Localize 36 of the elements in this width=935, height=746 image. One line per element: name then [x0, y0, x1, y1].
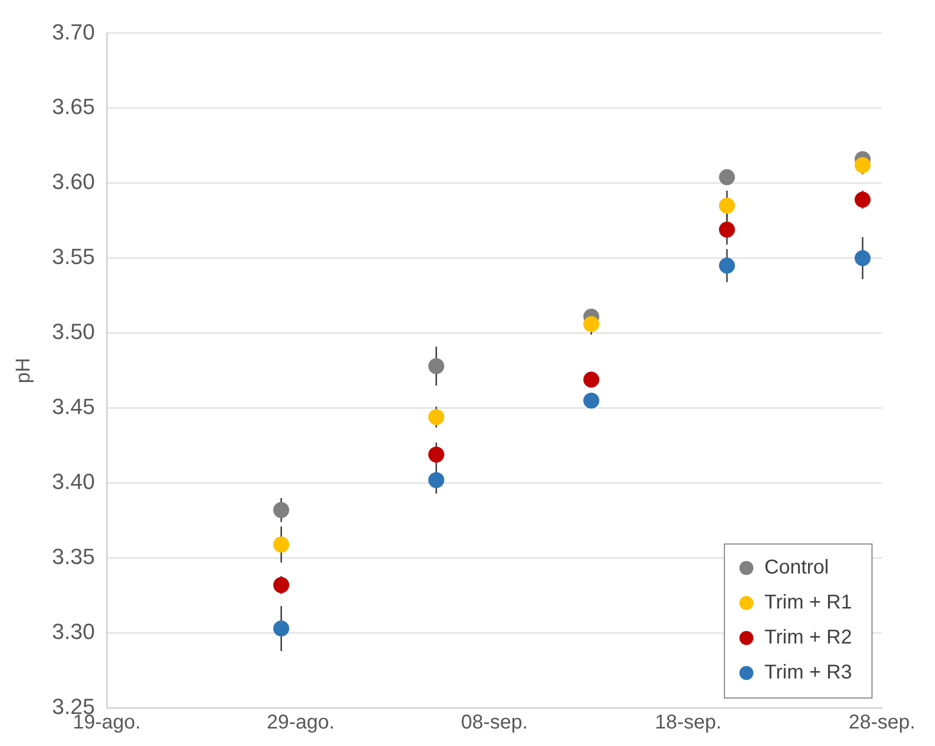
y-tick-label: 3.35	[52, 544, 95, 570]
y-tick-label: 3.45	[52, 394, 95, 420]
point	[428, 409, 444, 426]
point	[273, 620, 290, 637]
y-tick-label: 3.50	[52, 319, 95, 344]
point	[273, 577, 290, 594]
y-tick-label: 3.70	[52, 19, 95, 44]
point	[854, 157, 871, 174]
point	[583, 372, 600, 388]
point	[428, 472, 444, 488]
point	[583, 392, 600, 409]
y-tick-label: 3.60	[52, 169, 95, 194]
point	[273, 536, 290, 553]
x-tick-label: 28-sep.	[848, 712, 916, 734]
point	[718, 198, 735, 214]
legend-label: Trim + R2	[764, 626, 852, 649]
legend-label: Control	[764, 556, 829, 579]
x-tick-label: 08-sep.	[461, 712, 528, 734]
point	[428, 358, 444, 374]
x-tick-label: 18-sep.	[654, 712, 722, 734]
point	[583, 316, 600, 332]
y-tick-label: 3.55	[52, 244, 95, 270]
point	[718, 169, 735, 186]
point	[854, 192, 871, 208]
x-tick-label: 29-ago.	[266, 712, 335, 734]
y-tick-label: 3.40	[52, 469, 95, 494]
y-axis-title: pH	[12, 358, 35, 384]
point	[428, 446, 444, 463]
point	[854, 250, 871, 266]
point	[273, 502, 290, 518]
y-tick-label: 3.30	[52, 619, 95, 644]
point	[718, 222, 735, 238]
y-tick-label: 3.65	[52, 94, 95, 120]
legend-label: Trim + R3	[764, 662, 852, 684]
legend-label: Trim + R1	[764, 592, 852, 614]
point	[718, 258, 735, 274]
